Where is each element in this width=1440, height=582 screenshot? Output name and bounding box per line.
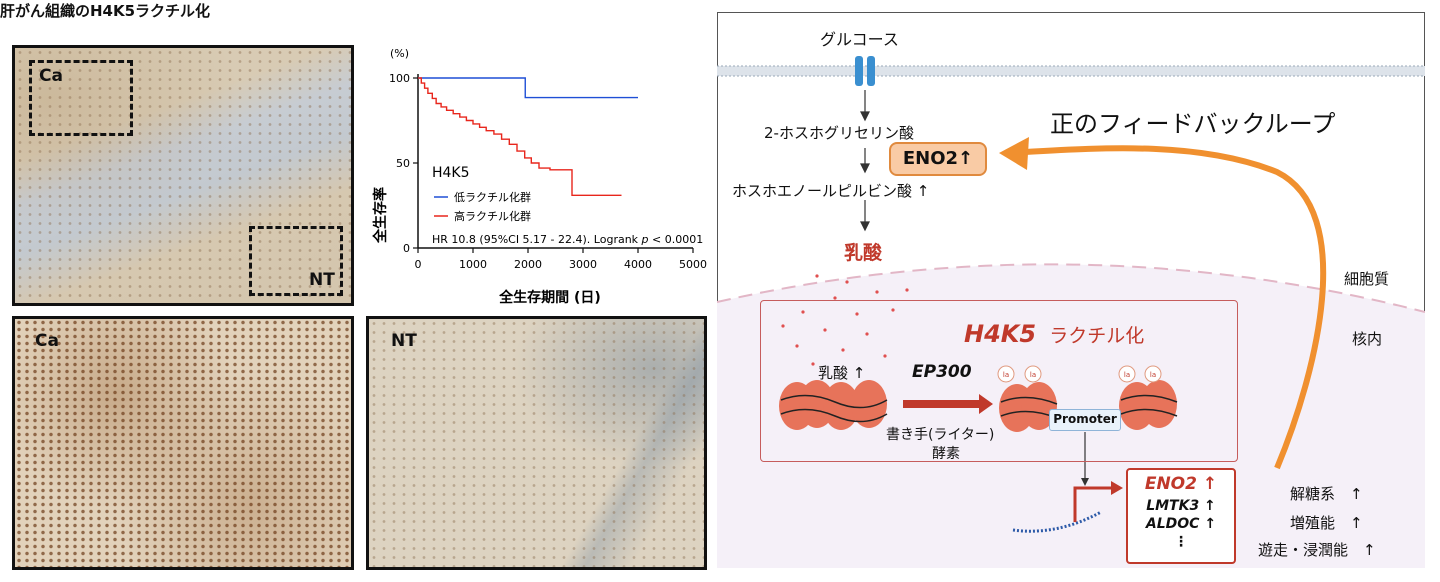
dna-strand — [1012, 510, 1102, 533]
legend-label-low: 低ラクチル化群 — [454, 190, 531, 204]
target-genes-box: ENO2 ↑ LMTK3 ↑ ALDOC ↑ ⋮ — [1126, 468, 1236, 564]
x-tick-label: 5000 — [679, 258, 707, 271]
2pg-label: 2-ホスホグリセリン酸 — [764, 124, 914, 142]
nt-label-bottom: NT — [391, 331, 417, 351]
ep300-label: EP300 — [912, 362, 972, 382]
y-axis-label: 全生存率 — [372, 187, 389, 244]
glucose-label: グルコース — [820, 30, 899, 49]
nuclear-envelope — [717, 263, 1425, 313]
writer-enzyme-line1: 書き手(ライター) — [886, 427, 995, 443]
cell-nuclei-texture — [15, 319, 351, 567]
nt-label-top: NT — [309, 270, 335, 290]
ep300-arrow — [903, 394, 993, 414]
lactate-label: 乳酸 — [844, 242, 883, 264]
x-tick-label: 2000 — [514, 258, 542, 271]
survival-curve-1 — [418, 77, 622, 196]
x-axis-label: 全生存期間 (日) — [498, 289, 601, 306]
stats-annotation: HR 10.8 (95%CI 5.17 - 22.4). Logrank p <… — [432, 233, 703, 246]
lactyl-mark-icons: la la la la — [997, 365, 1162, 383]
y-unit-label: (%) — [390, 47, 409, 60]
nucleus-label: 核内 — [1352, 330, 1383, 348]
svg-text:la: la — [1030, 371, 1036, 379]
eno2-box: ENO2↑ — [889, 142, 987, 176]
x-tick-label: 4000 — [624, 258, 652, 271]
ca-label-bottom: Ca — [35, 331, 59, 351]
cell-membrane — [717, 66, 1425, 76]
gene-more: ⋮ — [1174, 534, 1188, 550]
lactate-up-label: 乳酸 ↑ — [818, 364, 866, 382]
survival-chart: 0 1000 2000 3000 4000 5000 0 50 100 (%) 全生存率 全生存… — [372, 47, 707, 306]
writer-enzyme-line2: 酵素 — [932, 446, 960, 462]
transcription-arrowhead — [1111, 481, 1123, 495]
svg-text:la: la — [1003, 371, 1009, 379]
ca-label-top: Ca — [39, 66, 63, 86]
nt-roi-box — [249, 226, 343, 296]
feedback-loop-arrow — [1006, 145, 1327, 470]
h4k5-title: H4K5 ラクチル化 — [964, 320, 1144, 348]
x-tick-label: 0 — [415, 258, 422, 271]
effect-proliferation: 増殖能 ↑ — [1290, 514, 1363, 532]
cell-nuclei-texture — [15, 48, 351, 303]
histology-overview-image: Ca NT — [12, 45, 354, 306]
h4k5-name: H4K5 — [964, 320, 1037, 348]
promoter-box: Promoter — [1049, 409, 1121, 431]
histology-title: 肝がん組織のH4K5ラクチル化 — [0, 2, 211, 20]
y-tick-label: 50 — [396, 157, 410, 170]
ca-roi-box — [29, 60, 133, 136]
gene-aldoc: ALDOC ↑ — [1145, 516, 1217, 532]
y-tick-label: 100 — [389, 72, 410, 85]
nucleosome-group-middle — [999, 382, 1058, 432]
glucose-transporter-icon — [855, 56, 875, 86]
svg-text:la: la — [1150, 371, 1156, 379]
svg-text:la: la — [1124, 371, 1130, 379]
effect-migration: 遊走・浸潤能 ↑ — [1258, 541, 1376, 559]
x-tick-label: 3000 — [569, 258, 597, 271]
survival-curve-0 — [418, 77, 638, 99]
histology-nt-image: NT — [366, 316, 707, 570]
transcription-start-arrow — [1073, 486, 1113, 522]
pathway-arrows — [860, 90, 870, 232]
gene-eno2: ENO2 ↑ — [1144, 474, 1218, 494]
cytoplasm-label: 細胞質 — [1344, 270, 1390, 288]
y-tick-label: 0 — [403, 242, 410, 255]
effect-glycolysis: 解糖系 ↑ — [1290, 485, 1363, 503]
gene-lmtk3: LMTK3 ↑ — [1146, 498, 1216, 514]
feedback-arrowhead — [999, 137, 1029, 170]
lactate-molecules — [781, 274, 909, 366]
histology-ca-image: Ca — [12, 316, 354, 570]
cell-nuclei-texture — [369, 319, 704, 567]
pep-label: ホスホエノールピルビン酸 ↑ — [732, 182, 930, 200]
promoter-arrowhead — [1081, 478, 1089, 486]
h4k5-lactylation-box — [760, 300, 1238, 462]
x-tick-label: 1000 — [459, 258, 487, 271]
legend-label-high: 高ラクチル化群 — [454, 209, 531, 223]
legend-title: H4K5 — [432, 165, 470, 181]
nucleosome-group-left — [779, 380, 888, 430]
h4k5-suffix: ラクチル化 — [1049, 325, 1145, 347]
nucleosome-group-right — [1119, 380, 1178, 430]
feedback-loop-title: 正のフィードバックループ — [1050, 110, 1336, 138]
